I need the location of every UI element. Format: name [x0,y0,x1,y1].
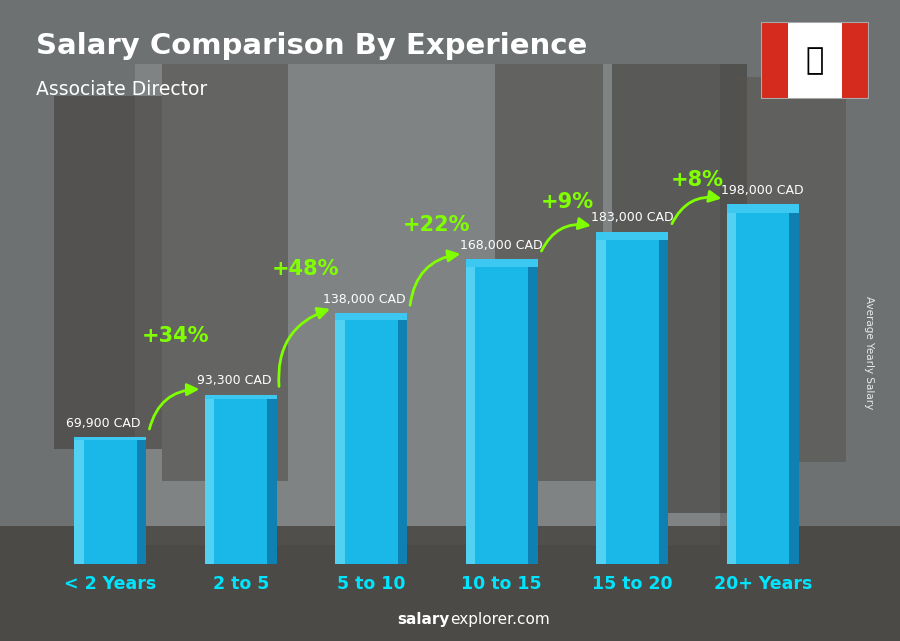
FancyBboxPatch shape [267,395,276,564]
Bar [738,77,846,462]
FancyBboxPatch shape [466,259,537,564]
FancyBboxPatch shape [75,437,84,564]
Bar [54,96,162,449]
Bar [612,64,747,513]
FancyBboxPatch shape [75,437,146,564]
FancyBboxPatch shape [137,437,146,564]
Text: 🍁: 🍁 [806,46,824,76]
FancyBboxPatch shape [205,395,276,564]
FancyBboxPatch shape [398,313,407,564]
Text: salary: salary [398,612,450,627]
FancyBboxPatch shape [336,313,345,564]
FancyBboxPatch shape [727,204,798,564]
Text: 168,000 CAD: 168,000 CAD [461,238,543,252]
FancyBboxPatch shape [336,313,407,320]
Text: explorer.com: explorer.com [450,612,550,627]
FancyBboxPatch shape [466,259,475,564]
Text: 138,000 CAD: 138,000 CAD [323,293,406,306]
Bar [842,22,868,99]
Text: +48%: +48% [272,259,340,279]
FancyBboxPatch shape [205,395,276,399]
Text: +9%: +9% [540,192,594,212]
Text: Associate Director: Associate Director [36,80,207,99]
Bar [0,526,900,641]
Text: +8%: +8% [671,170,724,190]
Text: 183,000 CAD: 183,000 CAD [591,212,673,224]
Bar [162,64,288,481]
FancyBboxPatch shape [597,231,606,564]
Bar [760,22,788,99]
Text: Average Yearly Salary: Average Yearly Salary [863,296,874,409]
FancyBboxPatch shape [727,204,736,564]
Text: 198,000 CAD: 198,000 CAD [722,184,804,197]
FancyBboxPatch shape [659,231,668,564]
FancyBboxPatch shape [336,313,407,564]
FancyBboxPatch shape [597,231,668,240]
Bar [495,64,603,481]
Text: 93,300 CAD: 93,300 CAD [197,374,272,387]
FancyBboxPatch shape [727,204,798,213]
FancyBboxPatch shape [466,259,537,267]
Text: +22%: +22% [403,215,470,235]
Text: 69,900 CAD: 69,900 CAD [67,417,141,430]
Bar [135,64,720,545]
FancyBboxPatch shape [528,259,537,564]
FancyBboxPatch shape [597,231,668,564]
Text: +34%: +34% [142,326,209,345]
FancyBboxPatch shape [205,395,214,564]
Text: Salary Comparison By Experience: Salary Comparison By Experience [36,32,587,60]
FancyBboxPatch shape [789,204,798,564]
FancyBboxPatch shape [75,437,146,440]
